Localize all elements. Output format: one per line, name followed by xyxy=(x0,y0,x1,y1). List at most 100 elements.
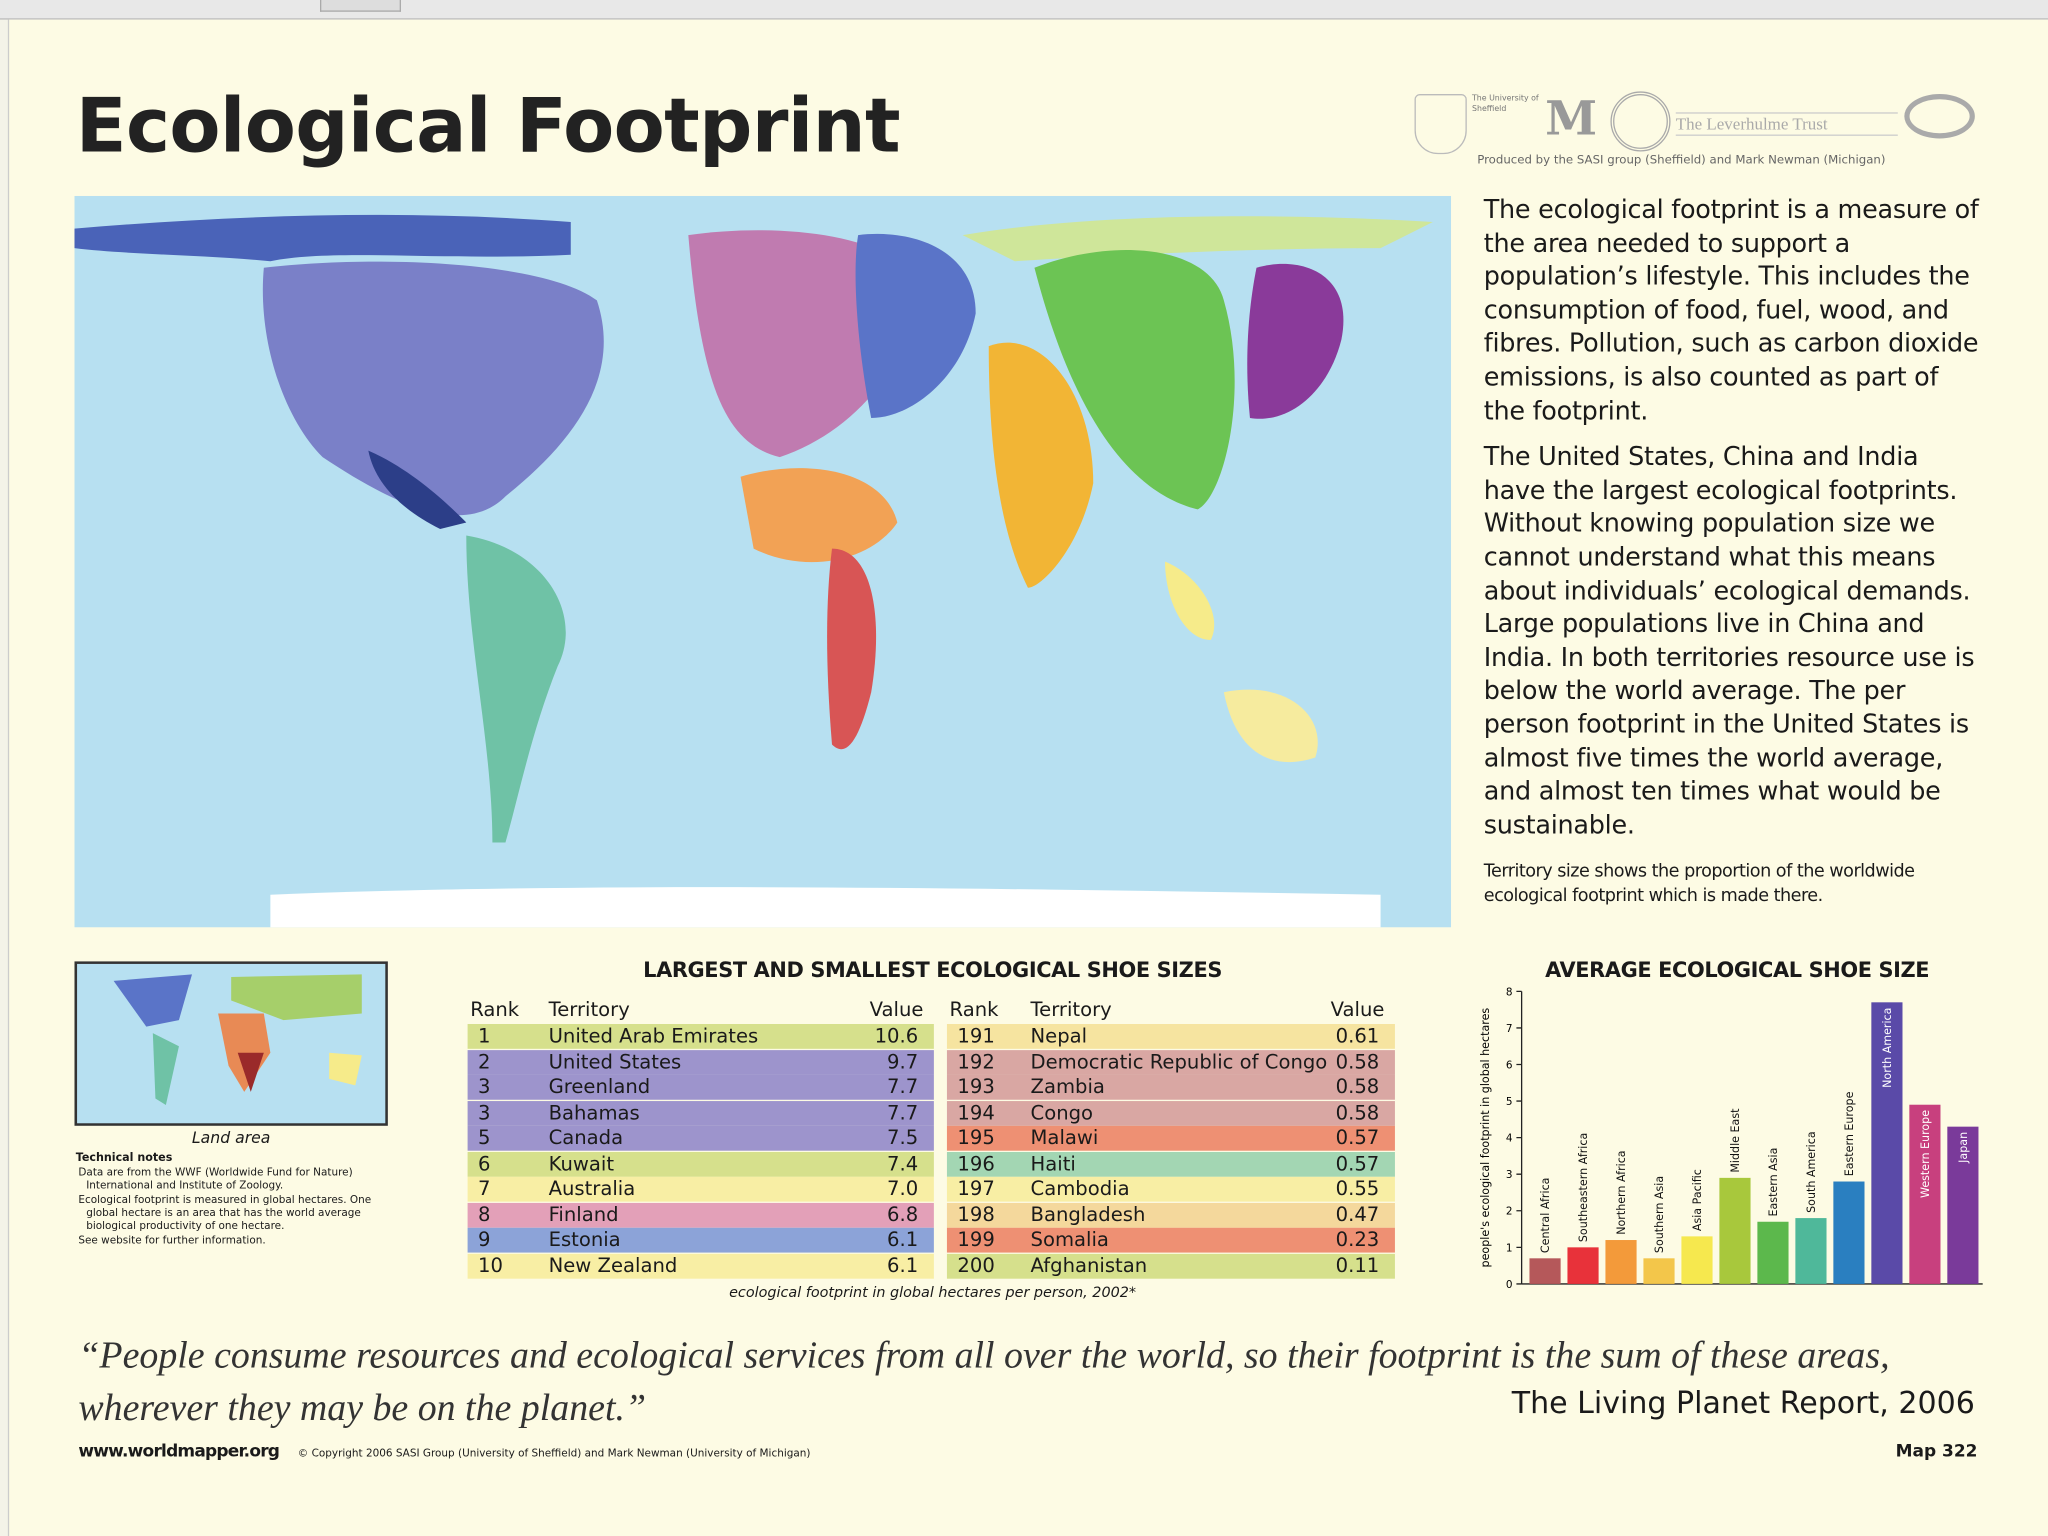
value: 7.4 xyxy=(887,1151,919,1175)
logo-text: The University of Sheffield xyxy=(1471,94,1539,114)
table-row: 192 Democratic Republic of Congo 0.58 xyxy=(946,1049,1395,1075)
table-header: Rank Territory Value xyxy=(947,998,1395,1023)
bar-chart: 0 1 2 3 4 5 6 7 8 people's ecological footprint i… xyxy=(1479,986,1983,1291)
inset-land xyxy=(231,974,362,1021)
logos: The University of Sheffield M The Leverh… xyxy=(1414,91,1990,169)
category-label: North America xyxy=(1881,1008,1894,1088)
value: 9.7 xyxy=(887,1049,919,1073)
table-row: 198 Bangladesh 0.47 xyxy=(946,1202,1395,1228)
table-row: 1 United Arab Emirates 10.6 xyxy=(467,1023,934,1049)
territory: New Zealand xyxy=(548,1253,678,1277)
quote: “People consume resources and ecological… xyxy=(78,1334,1890,1429)
copyright: © Copyright 2006 SASI Group (University … xyxy=(297,1447,811,1459)
column-header: Rank xyxy=(470,997,520,1022)
arctic xyxy=(74,214,571,262)
window-bar xyxy=(0,0,2048,20)
rank: 199 xyxy=(957,1227,995,1252)
bar xyxy=(1567,1247,1599,1284)
tab xyxy=(319,0,401,12)
bar xyxy=(1605,1240,1637,1284)
table-caption: ecological footprint in global hectares … xyxy=(729,1283,1137,1301)
territory: Nepal xyxy=(1030,1023,1088,1048)
note: Territory size shows the proportion of t… xyxy=(1483,861,1915,907)
rank: 193 xyxy=(957,1074,995,1099)
logo-crest xyxy=(1414,94,1467,155)
territory: Bahamas xyxy=(548,1100,640,1124)
value: 0.47 xyxy=(1335,1202,1380,1226)
bar xyxy=(1529,1258,1561,1284)
bar xyxy=(1833,1181,1865,1284)
quote-source: The Living Planet Report, 2006 xyxy=(1511,1387,1975,1422)
value: 0.58 xyxy=(1335,1074,1380,1099)
logo-text: The Leverhulme Trust xyxy=(1675,112,1898,136)
credit: Produced by the SASI group (Sheffield) a… xyxy=(1477,154,1886,168)
chart-title: AVERAGE ECOLOGICAL SHOE SIZE xyxy=(1545,957,1930,983)
category-label: Eastern Europe xyxy=(1843,1091,1856,1176)
north-africa xyxy=(740,468,898,563)
table-row: 193 Zambia 0.58 xyxy=(946,1074,1395,1100)
rank: 3 xyxy=(478,1100,491,1124)
column-header: Rank xyxy=(949,997,999,1022)
territory: Somalia xyxy=(1030,1227,1109,1252)
bar xyxy=(1757,1221,1789,1284)
category-label: Western Europe xyxy=(1919,1110,1932,1198)
rank: 191 xyxy=(957,1023,995,1048)
column-header: Territory xyxy=(548,997,630,1022)
rank: 198 xyxy=(957,1202,995,1226)
title: Ecological Footprint xyxy=(75,83,901,170)
territory: Zambia xyxy=(1030,1074,1105,1099)
rank: 2 xyxy=(478,1049,491,1073)
table-row: 5 Canada 7.5 xyxy=(467,1125,934,1151)
category-label: Japan xyxy=(1957,1132,1970,1164)
rank: 196 xyxy=(957,1151,995,1175)
bar xyxy=(1909,1104,1941,1284)
table-row: 194 Congo 0.58 xyxy=(946,1100,1395,1126)
category-label: Asia Pacific xyxy=(1691,1169,1704,1231)
table-row: 7 Australia 7.0 xyxy=(467,1176,934,1202)
rank: 195 xyxy=(957,1125,995,1150)
territory: Haiti xyxy=(1030,1151,1076,1175)
paragraph: The ecological footprint is a measure of… xyxy=(1483,194,1979,426)
y-tick-label: 0 xyxy=(1506,1279,1513,1291)
logo-seal xyxy=(1610,91,1671,152)
category-label: Northern Africa xyxy=(1615,1150,1628,1234)
table-row: 200 Afghanistan 0.11 xyxy=(946,1253,1395,1279)
category-label: Southern Asia xyxy=(1653,1176,1666,1253)
rank: 9 xyxy=(478,1227,491,1252)
table-row: 9 Estonia 6.1 xyxy=(467,1227,934,1253)
note-item: Ecological footprint is measured in glob… xyxy=(78,1193,372,1232)
russia xyxy=(962,216,1433,262)
table-row: 197 Cambodia 0.55 xyxy=(946,1176,1395,1202)
column-header: Value xyxy=(869,997,924,1022)
table-row: 10 New Zealand 6.1 xyxy=(467,1253,934,1279)
value: 6.1 xyxy=(887,1253,919,1277)
value: 0.57 xyxy=(1335,1125,1380,1150)
territory: Greenland xyxy=(548,1074,651,1099)
y-tick-label: 2 xyxy=(1506,1206,1513,1218)
category-label: Southeastern Africa xyxy=(1577,1133,1590,1242)
y-tick-label: 8 xyxy=(1506,986,1513,998)
value: 7.0 xyxy=(887,1176,919,1201)
india xyxy=(988,342,1094,588)
value: 7.7 xyxy=(887,1074,919,1099)
value: 0.57 xyxy=(1335,1151,1380,1175)
value: 0.11 xyxy=(1335,1253,1380,1277)
territory: Democratic Republic of Congo xyxy=(1030,1049,1328,1073)
technical-notes: Technical notes Data are from the WWF (W… xyxy=(76,1152,389,1247)
rank: 194 xyxy=(957,1100,995,1124)
bar xyxy=(1681,1236,1713,1284)
column-header: Value xyxy=(1330,997,1385,1022)
table-header: Rank Territory Value xyxy=(468,998,934,1023)
notes-title: Technical notes xyxy=(75,1151,173,1166)
y-tick-label: 3 xyxy=(1506,1169,1513,1181)
japan xyxy=(1247,263,1344,419)
column-header: Territory xyxy=(1030,997,1112,1022)
value: 7.7 xyxy=(887,1100,919,1124)
territory: Cambodia xyxy=(1030,1176,1130,1201)
logo-text: M xyxy=(1545,91,1598,147)
world-map xyxy=(74,195,1452,928)
inset-land xyxy=(152,1033,179,1105)
y-tick-label: 5 xyxy=(1506,1096,1513,1108)
rank: 197 xyxy=(957,1176,995,1201)
value: 0.61 xyxy=(1335,1023,1380,1048)
